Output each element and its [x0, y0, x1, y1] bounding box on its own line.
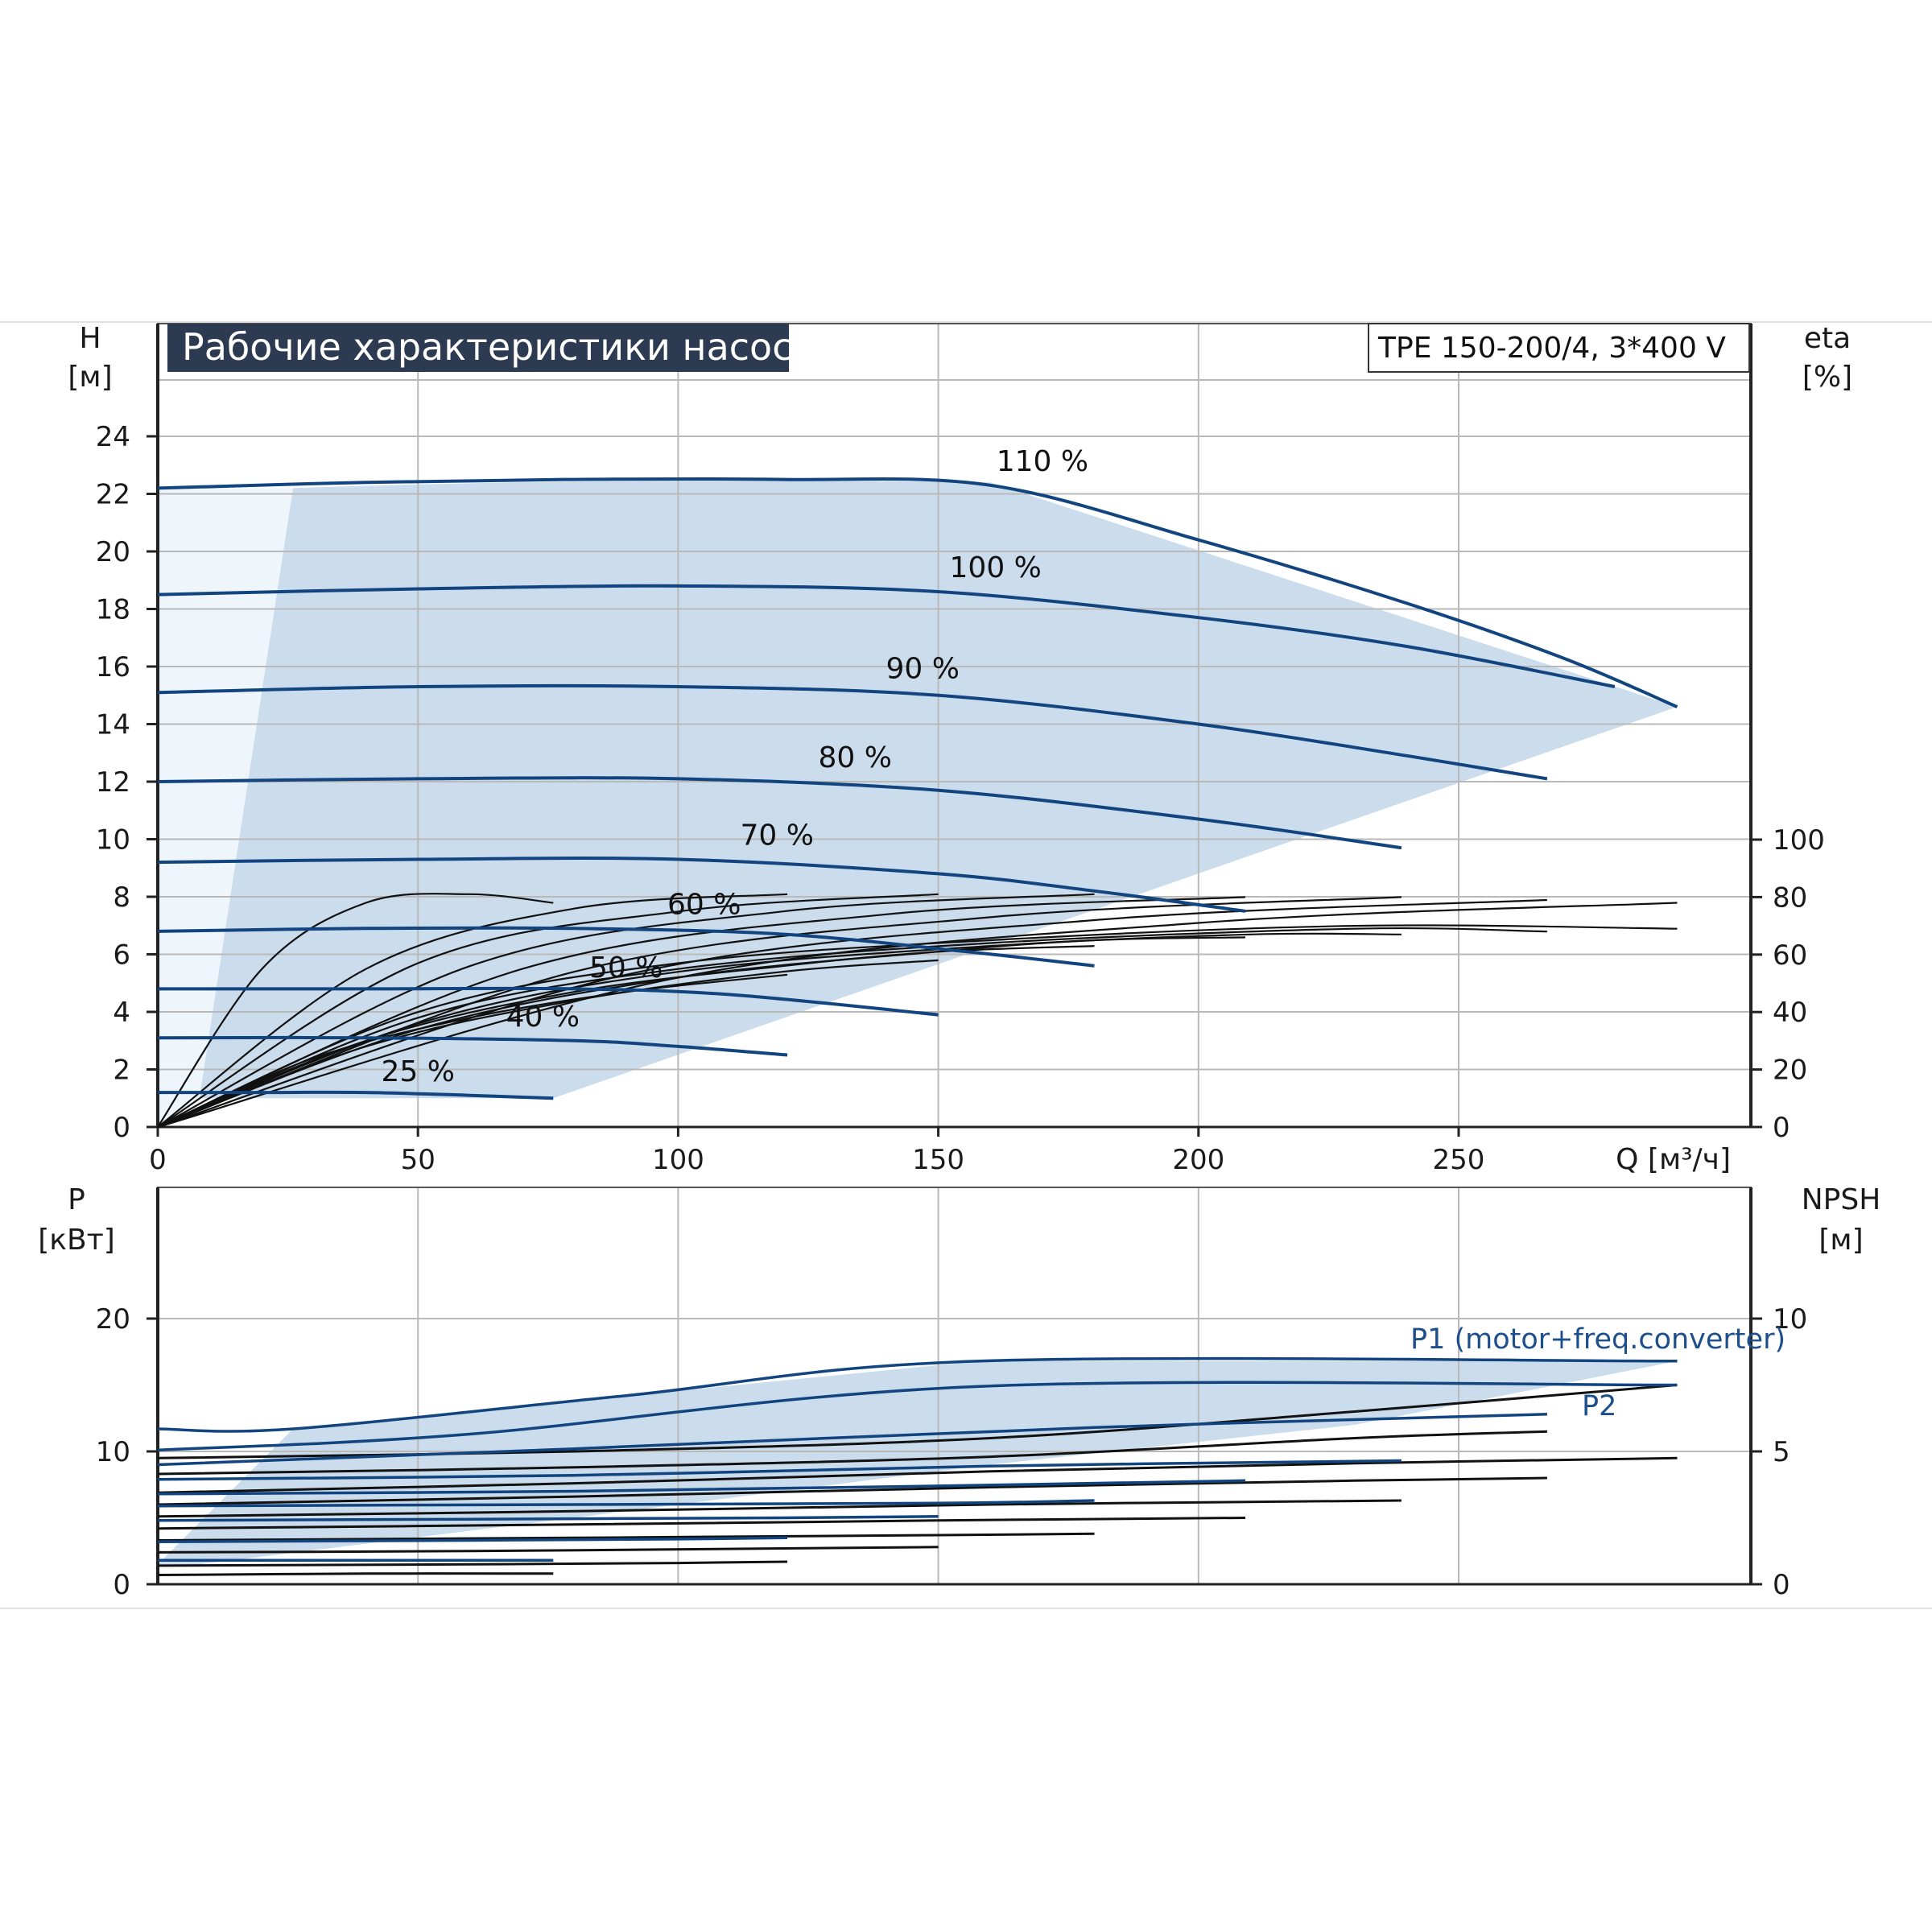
power-axis-unit: [кВт]	[38, 1224, 115, 1257]
efficiency-curve	[157, 893, 554, 1128]
y-tick-label: 10	[96, 824, 130, 857]
p2-curve	[157, 1499, 1402, 1518]
y-axis-name: H	[79, 322, 101, 355]
p1-curve	[157, 1536, 788, 1543]
y-tick-label: 8	[113, 881, 130, 914]
power-tick-label: 0	[113, 1569, 130, 1601]
efficiency-curve	[157, 924, 1678, 1129]
efficiency-curve	[157, 927, 1547, 1129]
y-tick-label: 18	[96, 594, 130, 626]
y2-tick-label: 0	[1773, 1112, 1790, 1144]
y2-tick-label: 80	[1773, 881, 1807, 914]
y2-tick-label: 20	[1773, 1055, 1807, 1087]
head-curve-110	[157, 477, 1678, 708]
power-region	[158, 1360, 1678, 1565]
efficiency-curve	[157, 973, 788, 1129]
efficiency-curve	[157, 959, 939, 1129]
npsh-tick-label: 10	[1773, 1303, 1807, 1335]
head-curve-25	[158, 1090, 554, 1100]
y2-axis-name: eta	[1804, 322, 1851, 355]
y2-tick-label: 40	[1773, 997, 1807, 1029]
npsh-tick-label: 0	[1773, 1569, 1790, 1601]
p2-curve	[157, 1572, 554, 1576]
efficiency-curve	[157, 893, 1095, 1128]
p1-curve	[157, 1459, 1402, 1481]
power-axis-name: P	[68, 1183, 85, 1216]
head-curve-40	[157, 1035, 788, 1057]
npsh-tick-label: 5	[1773, 1436, 1790, 1468]
speed-label: 90 %	[886, 652, 959, 685]
efficiency-curve	[157, 896, 1402, 1129]
head-curve-90	[157, 683, 1548, 781]
p1-curve	[157, 1413, 1547, 1467]
y-tick-label: 6	[113, 939, 130, 972]
low-flow-region	[158, 488, 294, 1127]
p2-curve	[157, 1560, 788, 1567]
y-tick-label: 2	[113, 1055, 130, 1087]
p1-curve	[157, 1479, 1246, 1496]
power-tick-label: 10	[96, 1436, 130, 1468]
p1-curve	[157, 1515, 939, 1522]
y-tick-label: 20	[96, 536, 130, 568]
p2-curve	[157, 1476, 1547, 1506]
efficiency-curve	[157, 945, 1095, 1129]
p1-curve	[157, 1499, 1095, 1508]
speed-label: 40 %	[506, 1001, 580, 1034]
speed-label: 110 %	[997, 445, 1088, 478]
head-curve-60	[157, 926, 1095, 968]
power-panel: 0 10 20 0 5 10	[96, 1187, 1807, 1601]
model-box	[1368, 323, 1750, 373]
x-tick-label: 150	[912, 1144, 964, 1176]
x-tick-label: 100	[652, 1144, 704, 1176]
y-tick-label: 0	[113, 1112, 130, 1144]
p1-label: P1 (motor+freq.converter)	[1410, 1323, 1785, 1356]
y-tick-label: 12	[96, 766, 130, 799]
speed-label: 80 %	[818, 741, 891, 774]
x-tick-label: 0	[149, 1144, 167, 1176]
model-label: TPE 150-200/4, 3*400 V	[1377, 332, 1726, 365]
speed-label: 70 %	[740, 819, 813, 852]
title-box	[167, 324, 789, 372]
y2-axis-unit: [%]	[1802, 361, 1852, 394]
head-curve-100	[157, 584, 1616, 688]
p2-curve	[157, 1430, 1547, 1476]
y-tick-label: 24	[96, 421, 130, 453]
power-tick-label: 20	[96, 1303, 130, 1335]
speed-label: 25 %	[381, 1055, 454, 1088]
p2-label: P2	[1582, 1390, 1616, 1422]
p2-curve	[157, 1517, 1246, 1530]
speed-label: 100 %	[950, 551, 1042, 584]
npsh-axis-name: NPSH	[1802, 1183, 1881, 1216]
y-tick-label: 14	[96, 709, 130, 741]
y-tick-label: 22	[96, 479, 130, 511]
p2-curve	[157, 1456, 1678, 1494]
p2-curve	[157, 1532, 1095, 1542]
y-axis-unit: [м]	[68, 361, 112, 394]
p1-curve	[157, 1381, 1678, 1452]
p1-curve	[157, 1356, 1678, 1433]
y-tick-label: 16	[96, 651, 130, 683]
y-tick-label: 4	[113, 997, 130, 1029]
npsh-axis-unit: [м]	[1818, 1224, 1863, 1257]
x-axis-label: Q [м³/ч]	[1616, 1143, 1731, 1176]
speed-label: 60 %	[667, 888, 741, 921]
head-curve-70	[157, 857, 1246, 913]
x-tick-label: 50	[401, 1144, 436, 1176]
p2-curve	[157, 1546, 939, 1554]
head-curve-80	[157, 776, 1402, 850]
y2-tick-label: 60	[1773, 939, 1807, 972]
chart-title: Рабочие характеристики насоса	[182, 325, 815, 369]
efficiency-curve	[157, 893, 788, 1128]
head-curve-50	[158, 986, 939, 1017]
y2-tick-label: 100	[1773, 824, 1825, 857]
x-tick-label: 200	[1172, 1144, 1224, 1176]
x-tick-label: 250	[1433, 1144, 1485, 1176]
speed-label: 50 %	[589, 952, 663, 985]
